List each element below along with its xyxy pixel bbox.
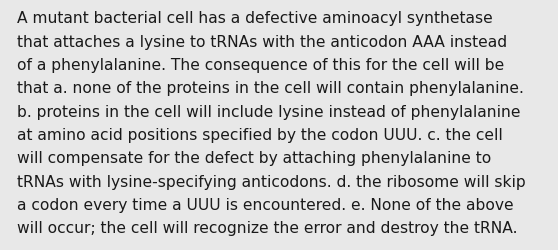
Text: tRNAs with lysine-specifying anticodons. d. the ribosome will skip: tRNAs with lysine-specifying anticodons.…	[17, 174, 526, 189]
Text: will compensate for the defect by attaching phenylalanine to: will compensate for the defect by attach…	[17, 151, 491, 166]
Text: a codon every time a UUU is encountered. e. None of the above: a codon every time a UUU is encountered.…	[17, 197, 513, 212]
Text: will occur; the cell will recognize the error and destroy the tRNA.: will occur; the cell will recognize the …	[17, 220, 517, 236]
Text: of a phenylalanine. The consequence of this for the cell will be: of a phenylalanine. The consequence of t…	[17, 58, 504, 73]
Text: b. proteins in the cell will include lysine instead of phenylalanine: b. proteins in the cell will include lys…	[17, 104, 520, 119]
Text: that a. none of the proteins in the cell will contain phenylalanine.: that a. none of the proteins in the cell…	[17, 81, 523, 96]
Text: at amino acid positions specified by the codon UUU. c. the cell: at amino acid positions specified by the…	[17, 128, 503, 142]
Text: A mutant bacterial cell has a defective aminoacyl synthetase: A mutant bacterial cell has a defective …	[17, 11, 493, 26]
Text: that attaches a lysine to tRNAs with the anticodon AAA instead: that attaches a lysine to tRNAs with the…	[17, 34, 507, 50]
